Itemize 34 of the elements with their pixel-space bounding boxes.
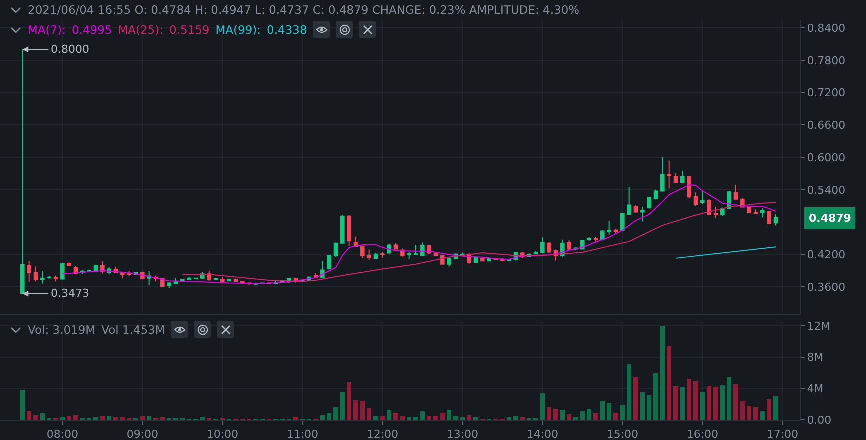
text: 2021/06/04 16:55 O: 0.4784 H: 0.4947 L: 0.4737 C: 0.4879 CHANGE: 0.23% AMPLITUDE: 4.30%	[28, 3, 580, 17]
y-tick-label: 8M	[807, 351, 824, 364]
x-tick-label: 12:00	[366, 428, 399, 440]
x-tick-label: 16:00	[686, 428, 719, 440]
x-tick-label: 17:00	[766, 428, 799, 440]
x-tick-label: 14:00	[526, 428, 559, 440]
y-tick-label: 12M	[807, 320, 831, 333]
y-tick-label: 0.6000	[807, 151, 846, 164]
annotation: Vol: 3.019M	[28, 322, 96, 336]
text: MA(7):	[28, 22, 66, 36]
x-tick-label: 11:00	[286, 428, 319, 440]
x-tick-label: 10:00	[206, 428, 239, 440]
text: MA(25):	[118, 22, 164, 36]
annotation: 0.4995	[72, 22, 112, 36]
annotation: 0.8000	[51, 43, 90, 56]
annotation: 0.5159	[170, 22, 210, 36]
y-tick-label: 0.3600	[807, 280, 846, 294]
text: MA(99):	[216, 22, 262, 36]
annotation: 0.4338	[267, 22, 308, 36]
y-tick-label: 0.7200	[807, 86, 846, 100]
x-tick-label: 15:00	[606, 428, 639, 440]
y-tick-label: 0.4200	[807, 248, 846, 262]
x-tick-label: 09:00	[126, 428, 159, 440]
y-tick-label: 0.8400	[807, 22, 846, 35]
y-tick-label: 0.6600	[807, 119, 846, 132]
y-tick-label: 0.5400	[807, 184, 846, 197]
y-tick-label: 0.00	[807, 414, 832, 427]
annotation: Vol 1.453M	[102, 322, 166, 336]
y-tick-label: 0.7800	[807, 54, 846, 68]
x-tick-label: 13:00	[446, 428, 479, 440]
y-tick-label: 4M	[807, 382, 824, 396]
annotation: 0.3473	[51, 287, 90, 300]
text: 0.4879	[809, 212, 852, 225]
x-tick-label: 08:00	[46, 428, 79, 440]
